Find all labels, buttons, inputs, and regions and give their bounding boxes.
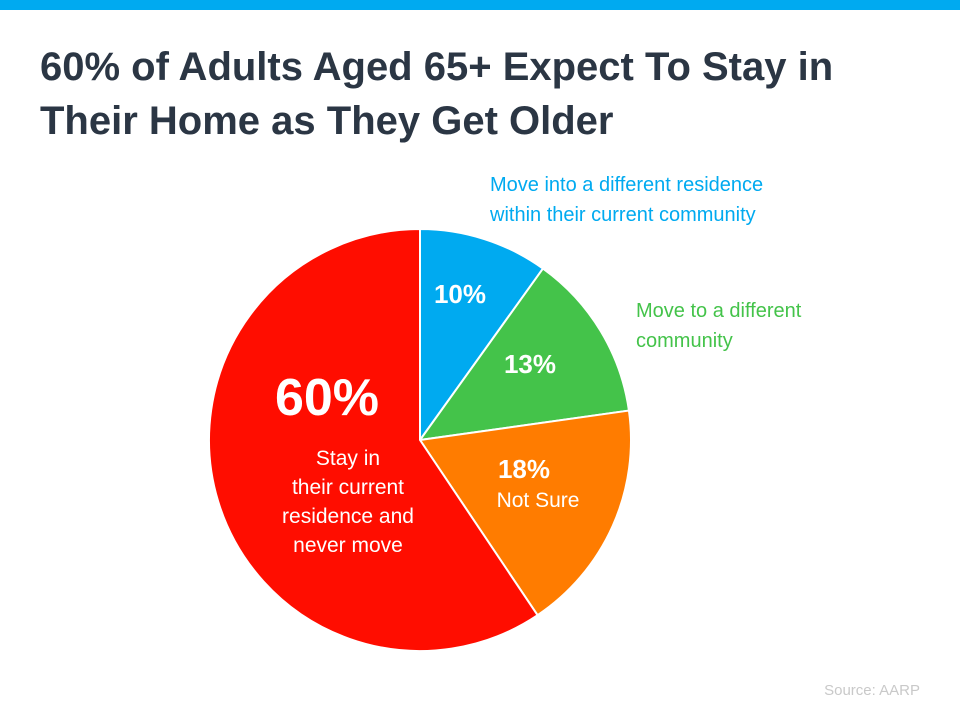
slice-callout-label: Move into a different residence [490, 174, 763, 196]
pie-slice-4 [208, 228, 539, 652]
slice-description-label: residence and [282, 505, 414, 528]
slice-description-label: Not Sure [497, 489, 580, 512]
source-note: Source: AARP [824, 682, 920, 699]
slice-description-label: never move [293, 534, 403, 557]
slice-percent-label: 10% [434, 279, 486, 309]
pie-slice-2 [419, 267, 630, 441]
pie-slice-3 [419, 409, 632, 617]
slice-description-label: Stay in [316, 447, 380, 470]
slice-callout-label: community [636, 330, 733, 352]
top-accent-bar [0, 0, 960, 10]
slice-percent-label: 13% [504, 349, 556, 379]
slice-callout-label: Move to a different [636, 300, 802, 322]
chart-title: 60% of Adults Aged 65+ Expect To Stay in… [40, 45, 834, 143]
slice-callout-label: within their current community [489, 204, 756, 226]
pie-slice-1 [419, 228, 544, 441]
slice-percent-label: 60% [275, 369, 379, 427]
slice-percent-label: 18% [498, 454, 550, 484]
slice-description-label: their current [292, 476, 404, 499]
